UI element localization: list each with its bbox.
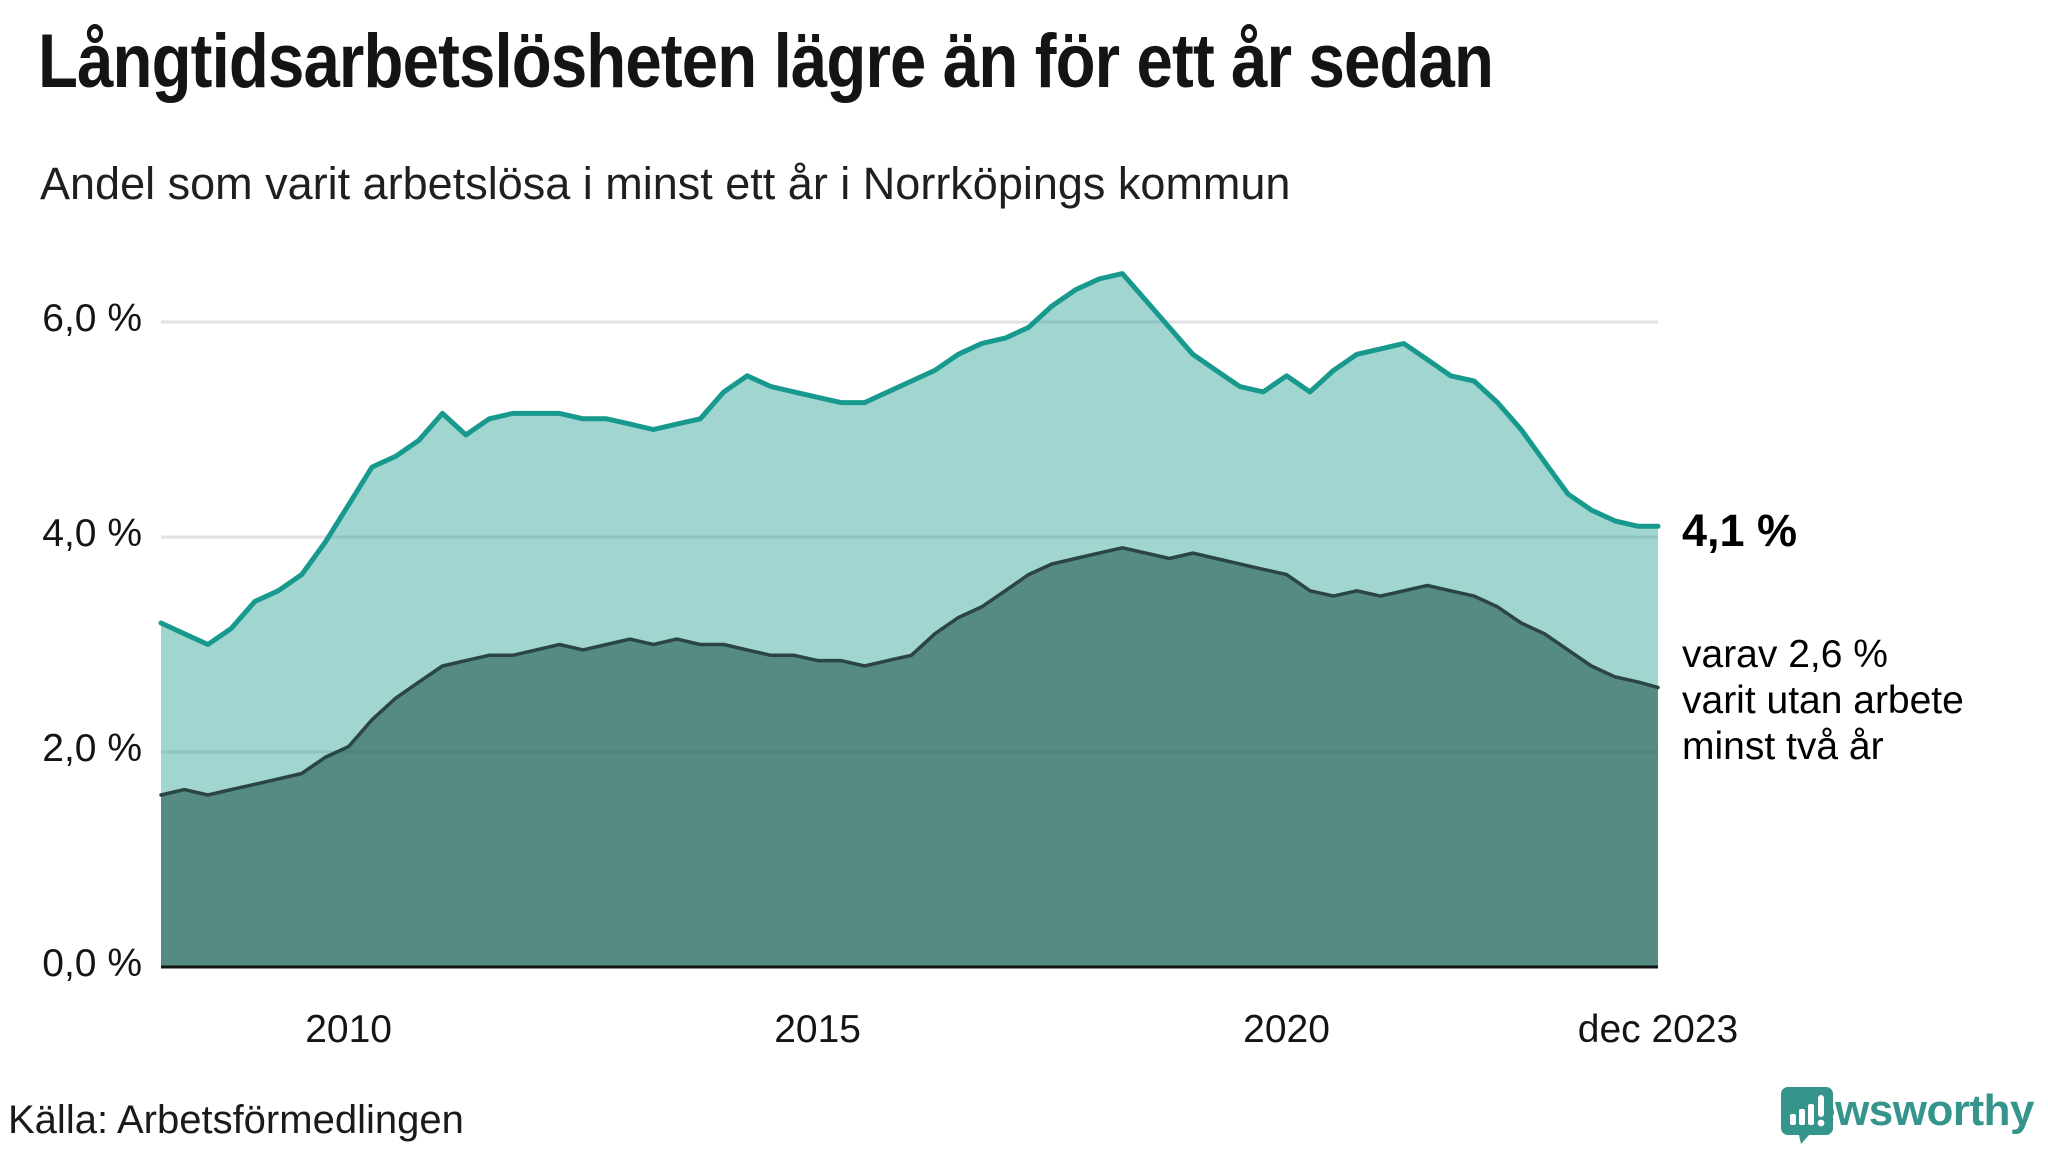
breakdown-annotation: varav 2,6 % varit utan arbete minst två … [1682,632,1964,770]
latest-value-label: 4,1 % [1682,505,1798,556]
newsworthy-logo-icon [1780,1087,1833,1144]
page-title: Långtidsarbetslösheten lägre än för ett … [38,19,1494,104]
y-axis-tick-label: 6,0 % [42,297,142,340]
y-axis-tick-label: 0,0 % [42,942,142,985]
y-axis-tick-label: 4,0 % [42,512,142,555]
newsworthy-logo: Newsworthy [1780,1086,2035,1144]
breakdown-line: varit utan arbete [1682,679,1964,723]
x-axis-tick-label: 2010 [305,1008,392,1051]
x-axis-tick-label: dec 2023 [1577,1008,1739,1051]
chart-subtitle: Andel som varit arbetslösa i minst ett å… [40,158,1291,209]
x-axis-tick-label: 2020 [1243,1008,1330,1051]
breakdown-line: minst två år [1682,725,1884,769]
source-attribution: Källa: Arbetsförmedlingen [8,1098,464,1142]
x-axis-tick-label: 2015 [774,1008,861,1051]
y-axis-tick-label: 2,0 % [42,727,142,770]
breakdown-line: varav 2,6 % [1682,633,1888,676]
